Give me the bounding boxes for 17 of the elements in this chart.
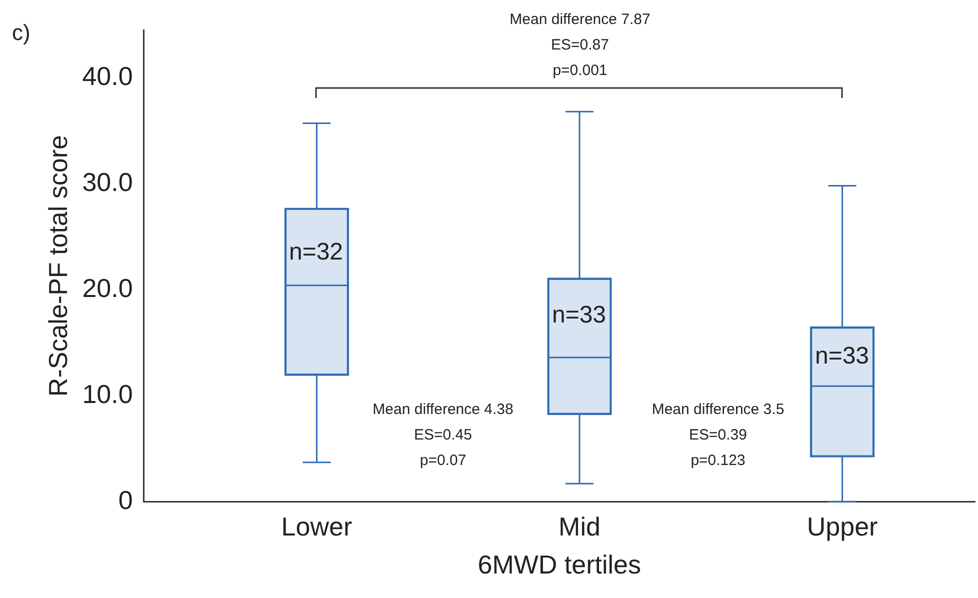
y-tick-label: 40.0 [82,60,133,91]
annotation: n=33 [552,302,606,329]
annotation: n=33 [814,342,870,370]
annotation: Mean difference 7.87 ES=0.87 p=0.001 [510,11,650,80]
y-tick-label: 30.0 [82,166,133,197]
annotation: n=32 [288,238,344,266]
y-tick-label: 0 [118,484,133,515]
x-axis-title: 6MWD tertiles [478,550,642,580]
annotation: Mean difference 4.38 ES=0.45 p=0.07 [372,401,514,470]
y-tick-label: 20.0 [82,272,133,303]
x-tick-label: Lower [281,511,352,542]
x-tick-label: Upper [806,511,878,542]
annotation: Mean difference 3.5 ES=0.39 p=0.123 [652,401,784,470]
text: c) [12,20,30,46]
y-axis-title: R-Scale-PF total score [42,135,73,397]
x-tick-label: Mid [558,511,600,542]
y-tick-label: 10.0 [82,378,133,409]
